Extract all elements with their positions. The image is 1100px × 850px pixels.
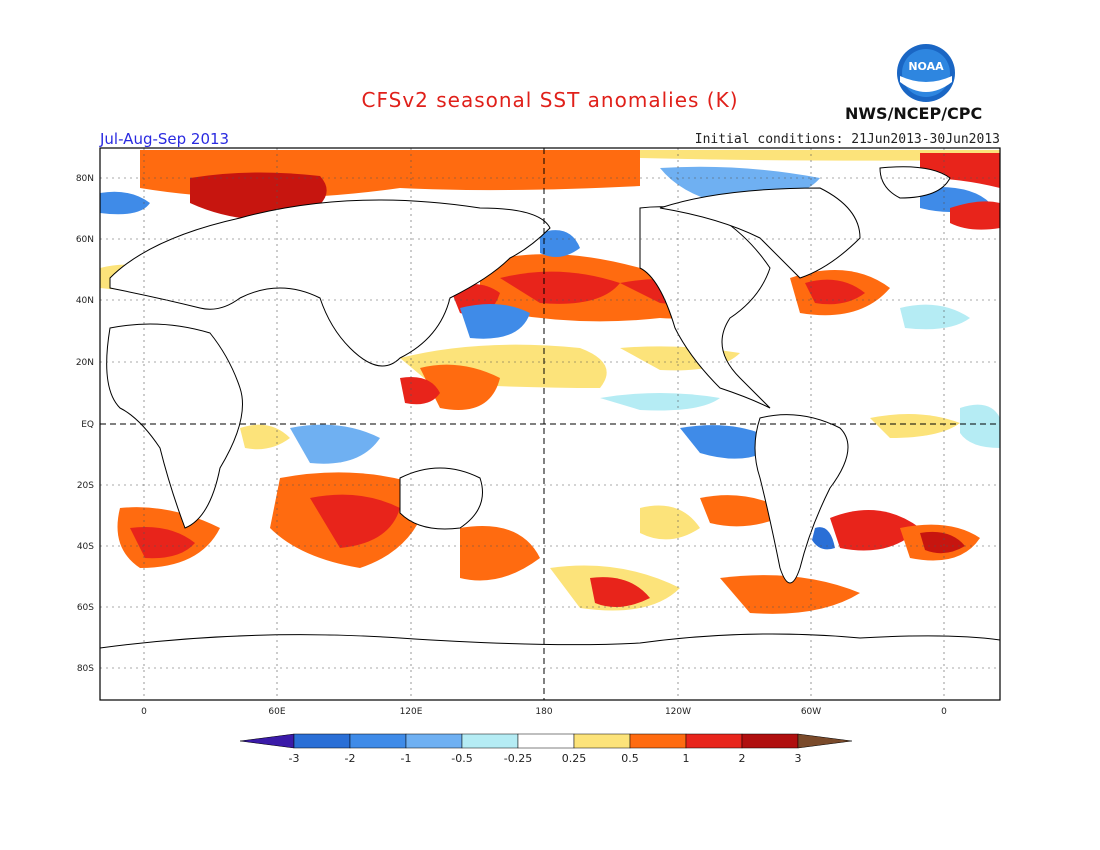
initial-conditions-label: Initial conditions: 21Jun2013-30Jun2013 (694, 132, 1000, 147)
lat-axis: 80N 60N 40N 20N EQ 20S 40S 60S 80S (76, 174, 94, 674)
lat-label: 40N (76, 296, 94, 306)
lat-label: 80S (77, 664, 94, 674)
colorbar-swatch (797, 733, 853, 749)
lat-label: 20N (76, 358, 94, 368)
lat-label: 20S (77, 481, 94, 491)
lat-label: EQ (81, 420, 94, 430)
lon-label: 120E (400, 707, 423, 717)
colorbar-swatch (517, 733, 575, 749)
lat-label: 60S (77, 603, 94, 613)
lon-label: 60E (268, 707, 285, 717)
colorbar-swatch (461, 733, 519, 749)
colorbar-label: 1 (683, 752, 690, 765)
colorbar-swatch (239, 733, 295, 749)
colorbar-label: -1 (401, 752, 412, 765)
color-scale-labels: -3 -2 -1 -0.5 -0.25 0.25 0.5 1 2 3 (289, 752, 802, 765)
lat-label: 80N (76, 174, 94, 184)
noaa-logo: NOAA (895, 42, 957, 108)
anomaly-fields (100, 148, 1000, 700)
lon-label: 180 (535, 707, 552, 717)
color-swatches (239, 733, 853, 749)
lon-label: 0 (941, 707, 947, 717)
colorbar-label: 3 (795, 752, 802, 765)
chart-title: CFSv2 seasonal SST anomalies (K) (361, 88, 739, 112)
colorbar-label: 2 (739, 752, 746, 765)
colorbar-label: -3 (289, 752, 300, 765)
logo-text: NOAA (908, 60, 944, 73)
lon-label: 60W (801, 707, 821, 717)
colorbar-swatch (405, 733, 463, 749)
reference-lines (100, 148, 1000, 700)
sst-anomaly-map: 80N 60N 40N 20N EQ 20S 40S 60S 80S 0 60E… (76, 147, 1001, 717)
season-label: Jul-Aug-Sep 2013 (100, 130, 230, 148)
colorbar-label: 0.25 (562, 752, 587, 765)
continent-outlines (100, 166, 1000, 700)
map-frame (99, 147, 1001, 701)
colorbar-swatch (685, 733, 743, 749)
agency-label: NWS/NCEP/CPC (845, 104, 983, 123)
colorbar-swatch (293, 733, 351, 749)
lat-label: 40S (77, 542, 94, 552)
lat-label: 60N (76, 235, 94, 245)
colorbar-swatch (349, 733, 407, 749)
colorbar-swatch (629, 733, 687, 749)
colorbar-label: -2 (345, 752, 356, 765)
lon-axis: 0 60E 120E 180 120W 60W 0 (141, 707, 947, 717)
colorbar-swatch (741, 733, 799, 749)
colorbar-swatch (573, 733, 631, 749)
colorbar-label: -0.25 (504, 752, 532, 765)
lon-label: 120W (665, 707, 691, 717)
color-scale-legend: -3 -2 -1 -0.5 -0.25 0.25 0.5 1 2 3 (239, 733, 853, 765)
colorbar-label: 0.5 (621, 752, 639, 765)
lon-label: 0 (141, 707, 147, 717)
colorbar-label: -0.5 (451, 752, 472, 765)
